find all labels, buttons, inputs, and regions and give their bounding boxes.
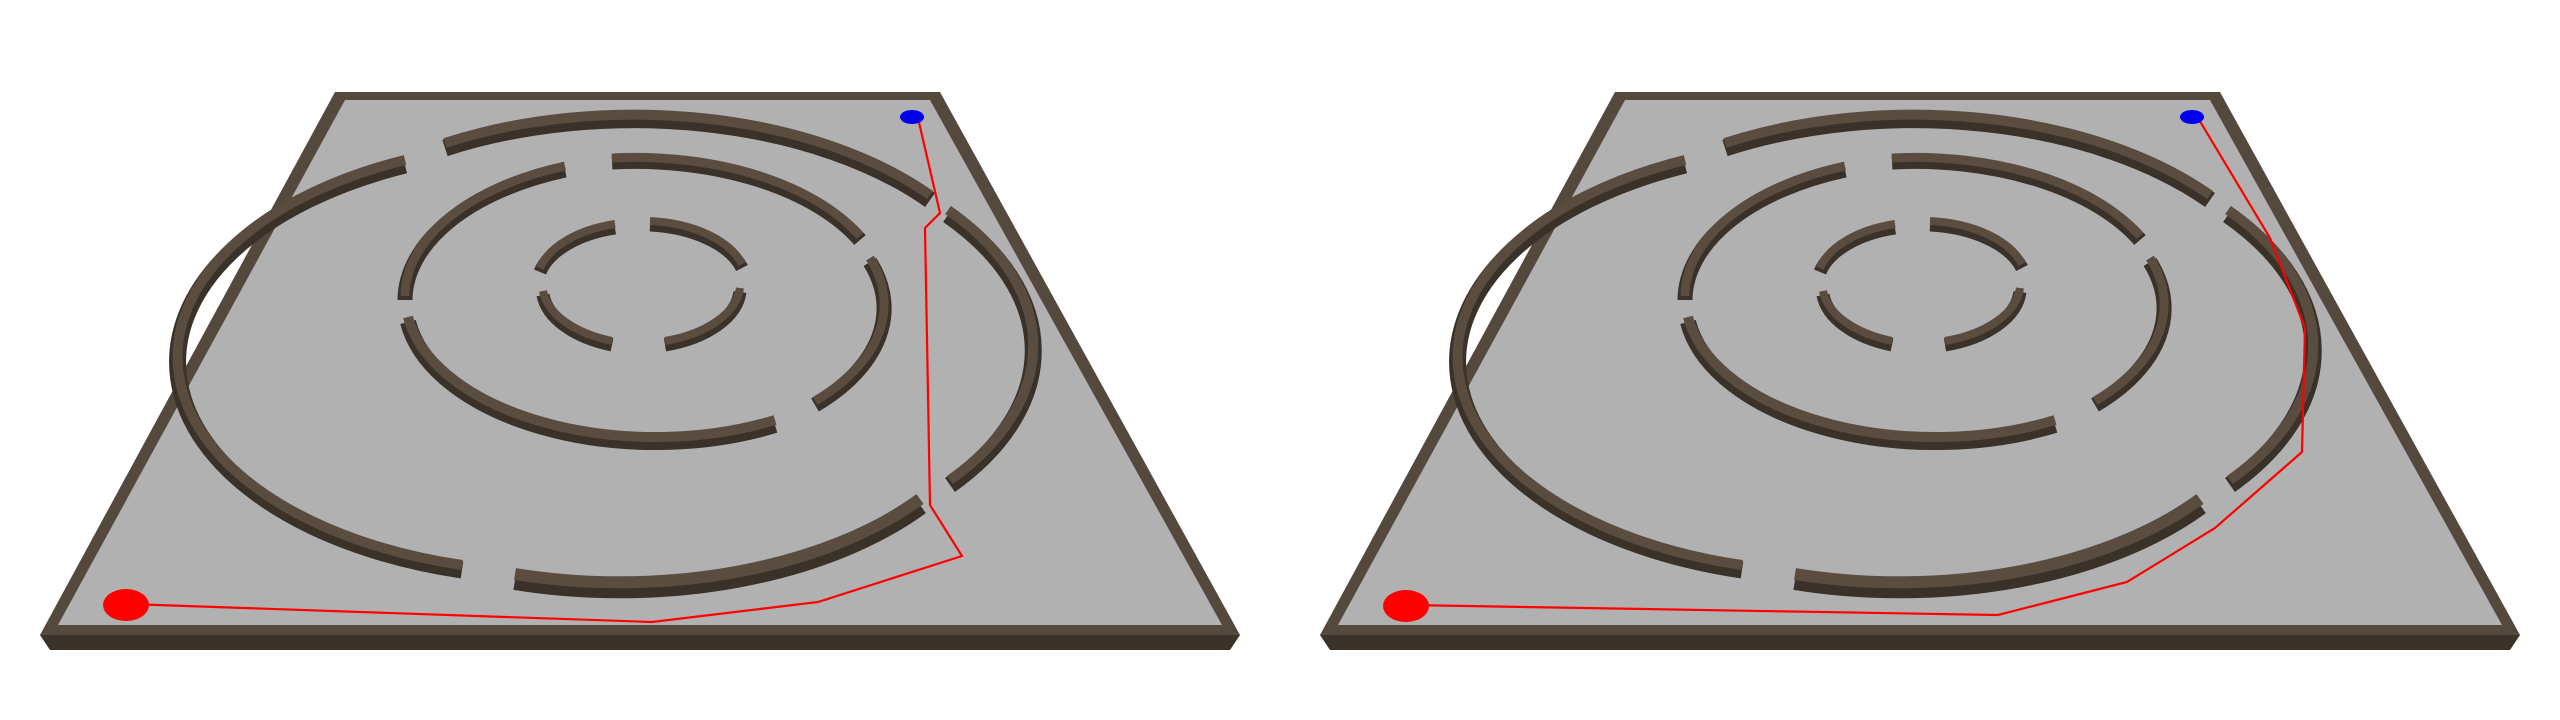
inner-ring-wall-bottomright-face (664, 287, 744, 345)
inner-ring-wall-bottomleft-face (539, 290, 613, 345)
goal-marker (900, 110, 924, 124)
outer-ring-wall-left-face (172, 155, 463, 570)
floor-border-shadow (1320, 635, 2520, 650)
middle-ring-wall-bottom-face (403, 315, 777, 443)
inner-ring-wall-topleft-face (536, 220, 616, 270)
inner-ring-wall-bottomright-face (1944, 287, 2024, 345)
middle-ring-wall-right-face (812, 255, 889, 405)
maze-render-right (1320, 92, 2520, 650)
maze-floor (58, 100, 1222, 625)
outer-ring (1449, 109, 2322, 599)
maze-render-left (40, 92, 1240, 650)
outer-ring-wall-right-face (2225, 205, 2319, 485)
inner-ring-wall-bottomleft-face (1819, 290, 1893, 345)
floor-border-shadow (40, 635, 1240, 650)
outer-ring-wall-right-face (945, 205, 1039, 485)
outer-ring-wall-top-face (1723, 109, 2213, 200)
goal-marker (2180, 110, 2204, 124)
outer-ring-wall-bottom-face (1794, 494, 2204, 589)
outer-ring-wall-bottom-face (514, 494, 924, 589)
maze-panel-right (1280, 0, 2560, 720)
middle-ring-wall-bottom-face (1683, 315, 2057, 443)
middle-ring-wall-top-face (1891, 152, 2144, 239)
middle-ring-wall-right-face (2092, 255, 2169, 405)
maze-floor (1338, 100, 2502, 625)
maze-panel-left (40, 92, 1240, 650)
outer-ring-wall-left-face (1452, 155, 1743, 570)
start-marker (103, 589, 149, 621)
solution-path-right (1407, 117, 2307, 617)
middle-ring-wall-top-face (611, 152, 864, 239)
outer-ring (169, 109, 1042, 599)
inner-ring-wall-topleft-face (1816, 220, 1896, 270)
middle-ring-wall-topleft-face (400, 161, 566, 297)
outer-ring-wall-top-face (443, 109, 933, 200)
inner-ring-wall-topright-face (1929, 217, 2026, 266)
start-marker (1383, 590, 1429, 622)
inner-ring-wall-topright-face (649, 217, 746, 266)
middle-ring (1677, 152, 2172, 451)
middle-ring (397, 152, 892, 451)
solution-path-left (127, 117, 964, 624)
inner-ring (534, 217, 748, 352)
inner-ring (1814, 217, 2028, 352)
middle-ring-wall-topleft-face (1680, 161, 1846, 297)
